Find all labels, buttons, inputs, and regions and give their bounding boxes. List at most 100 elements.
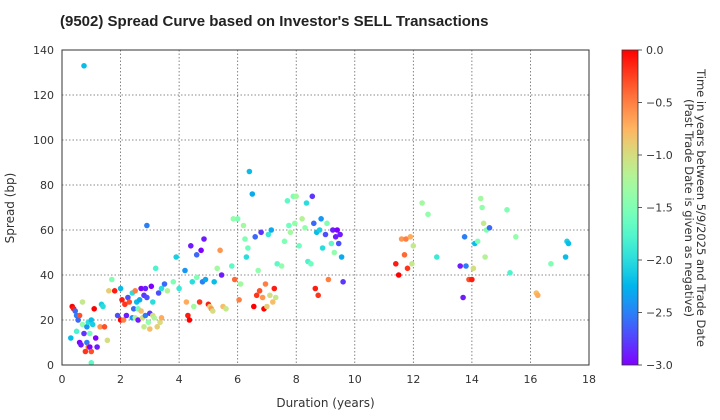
data-point — [144, 294, 150, 301]
data-point — [274, 261, 281, 267]
data-point — [150, 299, 156, 305]
data-point — [328, 240, 335, 247]
data-point — [470, 265, 477, 272]
data-point — [469, 276, 475, 283]
data-point — [562, 254, 569, 260]
data-point — [308, 261, 314, 267]
data-point — [87, 344, 93, 350]
data-point — [340, 279, 346, 285]
data-point — [231, 276, 238, 283]
data-point — [395, 272, 402, 278]
data-point — [401, 252, 408, 258]
colorbar-tick-label: −1.5 — [646, 202, 673, 215]
data-point — [84, 324, 90, 330]
data-point — [201, 236, 207, 242]
data-point — [82, 348, 89, 355]
data-point — [474, 238, 481, 245]
data-point — [271, 285, 278, 292]
data-point — [287, 229, 294, 236]
data-point — [111, 288, 118, 294]
data-point — [393, 261, 399, 267]
data-point — [398, 236, 405, 242]
y-tick-label: 120 — [33, 89, 54, 102]
data-point — [154, 324, 160, 330]
data-point — [189, 279, 196, 285]
data-point — [136, 297, 143, 303]
data-point — [463, 263, 469, 269]
data-point — [409, 261, 415, 267]
data-point — [130, 306, 137, 312]
data-point — [477, 195, 484, 202]
data-point — [101, 324, 108, 330]
x-axis-label: Duration (years) — [276, 396, 374, 410]
data-point — [330, 227, 336, 233]
plot-area: 0 2 4 6 8 10 12 14 16 18 0 20 40 60 80 100 120 140 — [33, 44, 596, 386]
data-point — [243, 254, 250, 260]
data-point — [264, 303, 270, 310]
data-point — [253, 292, 260, 299]
data-point — [144, 222, 150, 229]
data-point — [185, 312, 191, 319]
data-point — [152, 265, 159, 272]
data-point — [461, 234, 468, 240]
data-point — [265, 231, 272, 238]
colorbar-tick-label: −2.5 — [646, 307, 673, 320]
data-point — [334, 227, 341, 233]
data-point — [565, 240, 572, 247]
data-point — [158, 315, 165, 321]
data-point — [252, 234, 258, 240]
data-point — [88, 348, 95, 355]
data-point — [182, 267, 188, 274]
data-point — [535, 292, 541, 299]
data-point — [299, 216, 305, 222]
data-point — [151, 315, 157, 321]
data-point — [141, 324, 147, 330]
data-point — [479, 204, 485, 211]
data-point — [68, 335, 74, 341]
data-point — [119, 297, 125, 303]
colorbar-tick-label: −0.5 — [646, 97, 673, 110]
data-point — [270, 299, 276, 305]
data-point — [117, 285, 124, 292]
x-tick-label: 18 — [582, 373, 596, 386]
data-point — [284, 198, 291, 204]
data-point — [504, 207, 510, 213]
data-point — [94, 344, 100, 350]
y-tick-label: 60 — [40, 224, 54, 237]
data-point — [132, 288, 138, 294]
data-point — [142, 285, 149, 292]
data-point — [256, 288, 263, 294]
data-point — [332, 234, 339, 240]
y-tick-label: 40 — [40, 269, 54, 282]
data-point — [325, 276, 332, 283]
data-point — [126, 299, 133, 305]
data-point — [193, 252, 200, 258]
data-point — [262, 281, 269, 287]
data-point — [338, 254, 345, 260]
colorbar-label-line1: Time in years between 5/9/2025 and Trade… — [694, 68, 708, 347]
data-point — [217, 247, 223, 254]
data-point — [331, 249, 338, 256]
data-point — [188, 243, 194, 249]
colorbar-tick-label: −1.0 — [646, 149, 673, 162]
data-point — [73, 328, 80, 335]
data-point — [76, 312, 83, 319]
data-point — [89, 321, 96, 328]
data-point — [157, 319, 163, 326]
data-point — [312, 285, 319, 292]
data-point — [147, 326, 153, 332]
data-point — [164, 288, 171, 294]
data-point — [229, 263, 235, 269]
data-point — [434, 254, 440, 260]
colorbar-tick-label: −3.0 — [646, 359, 673, 372]
data-point — [242, 236, 248, 242]
data-point — [186, 317, 193, 323]
data-point — [72, 308, 78, 314]
data-point — [237, 281, 244, 287]
data-point — [245, 245, 251, 251]
data-point — [170, 279, 177, 285]
data-point — [482, 254, 488, 260]
data-point — [78, 342, 84, 348]
data-point — [460, 294, 466, 301]
